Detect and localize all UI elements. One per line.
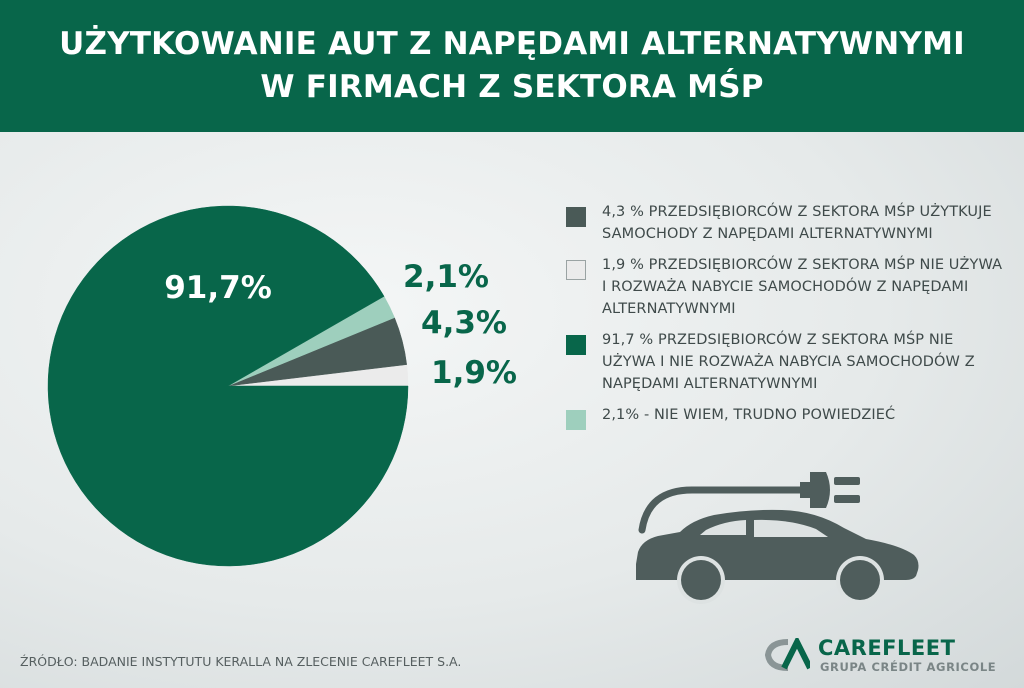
legend-label: 1,9 % przedsiębiorców z sektora MŚP nie … <box>602 257 1003 317</box>
legend-swatch <box>566 207 586 227</box>
electric-car-icon <box>636 472 919 604</box>
page-title-line-2: W FIRMACH Z SEKTORA MŚP <box>260 69 764 105</box>
carefleet-logo: CAREFLEET GRUPA CRÉDIT AGRICOLE <box>764 636 1014 680</box>
chart-legend: 4,3 % przedsiębiorców z sektora MŚP użyt… <box>566 201 1006 435</box>
pie-label-4: 91,7% <box>164 270 272 306</box>
page-title-line-1: UŻYTKOWANIE AUT Z NAPĘDAMI ALTERNATYWNYM… <box>59 26 965 62</box>
pie-label-1: 1,9% <box>431 355 517 391</box>
pie-label-2: 4,3% <box>421 305 507 341</box>
legend-label: 2,1% - nie wiem, trudno powiedzieć <box>602 407 896 423</box>
legend-swatch <box>566 335 586 355</box>
legend-label: 4,3 % przedsiębiorców z sektora MŚP użyt… <box>602 204 992 242</box>
legend-item: 91,7 % przedsiębiorców z sektora MŚP nie… <box>566 329 1006 395</box>
legend-swatch <box>566 260 586 280</box>
logo-subtitle: GRUPA CRÉDIT AGRICOLE <box>820 660 997 674</box>
legend-label: 91,7 % przedsiębiorców z sektora MŚP nie… <box>602 332 975 392</box>
credit-agricole-logo-icon <box>764 638 810 671</box>
legend-swatch <box>566 410 586 430</box>
logo-name: CAREFLEET <box>818 636 956 660</box>
legend-item: 1,9 % przedsiębiorców z sektora MŚP nie … <box>566 254 1006 320</box>
legend-item: 4,3 % przedsiębiorców z sektora MŚP użyt… <box>566 201 1006 245</box>
pie-chart: 1,9% 4,3% 2,1% 91,7% <box>47 205 517 567</box>
source-note: ŹRÓDŁO: BADANIE INSTYTUTU KERALLA NA ZLE… <box>20 654 462 669</box>
header-banner: UŻYTKOWANIE AUT Z NAPĘDAMI ALTERNATYWNYM… <box>0 0 1024 132</box>
legend-item: 2,1% - nie wiem, trudno powiedzieć <box>566 404 1006 430</box>
pie-label-3: 2,1% <box>403 259 489 295</box>
plug-icon <box>638 472 860 534</box>
pie-slice-4 <box>47 205 409 567</box>
